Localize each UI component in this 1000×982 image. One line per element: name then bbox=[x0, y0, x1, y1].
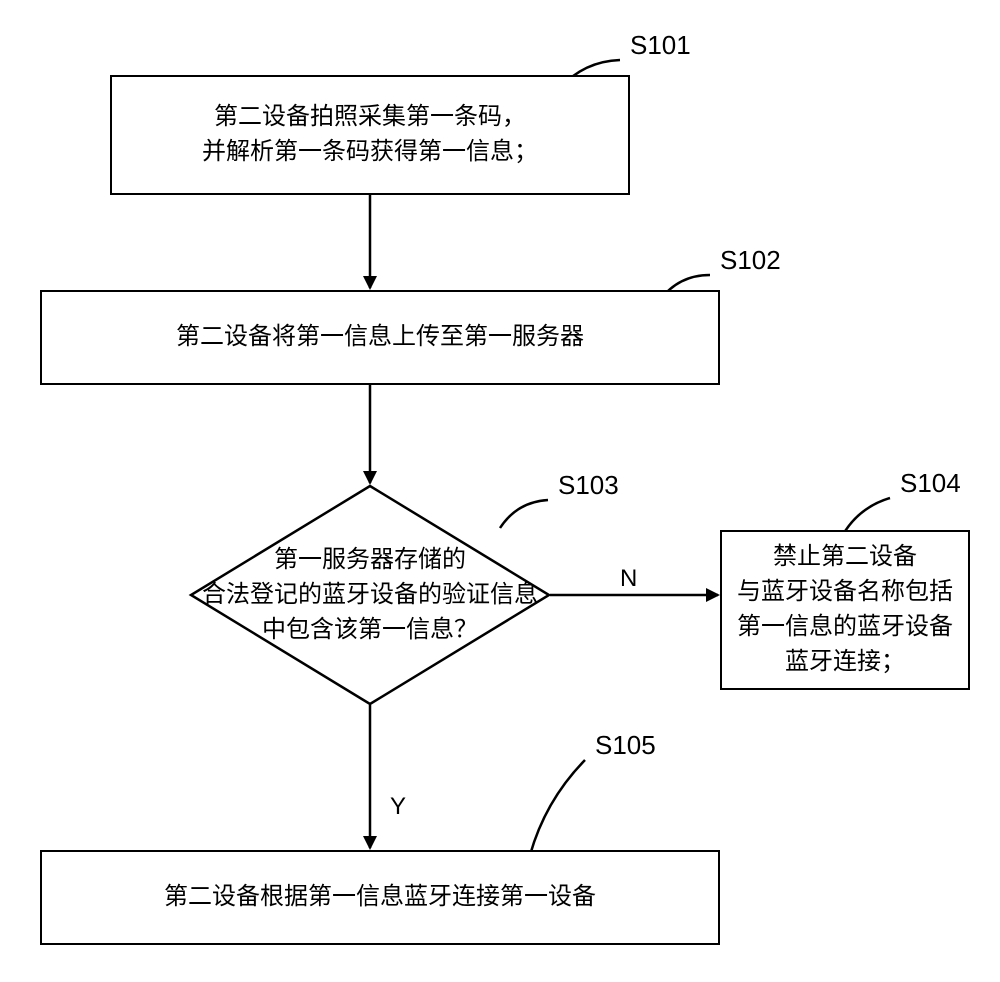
node-text: 禁止第二设备 与蓝牙设备名称包括 第一信息的蓝牙设备 蓝牙连接； bbox=[737, 540, 953, 679]
flowchart-canvas: 第二设备拍照采集第一条码， 并解析第一条码获得第一信息； S101 第二设备将第一信… bbox=[0, 0, 1000, 982]
edge-label: N bbox=[620, 565, 637, 593]
step-label-s103: S103 bbox=[558, 470, 619, 501]
node-text: 第一服务器存储的 合法登记的蓝牙设备的验证信息 中包含该第一信息？ bbox=[199, 543, 541, 647]
node-s103: 第一服务器存储的 合法登记的蓝牙设备的验证信息 中包含该第一信息？ bbox=[190, 485, 550, 705]
edge-label: Y bbox=[390, 793, 406, 821]
node-text: 第二设备根据第一信息蓝牙连接第一设备 bbox=[164, 880, 596, 915]
step-label-s104: S104 bbox=[900, 468, 961, 499]
node-s105: 第二设备根据第一信息蓝牙连接第一设备 bbox=[40, 850, 720, 945]
step-label-s101: S101 bbox=[630, 30, 691, 61]
node-s102: 第二设备将第一信息上传至第一服务器 bbox=[40, 290, 720, 385]
node-s101: 第二设备拍照采集第一条码， 并解析第一条码获得第一信息； bbox=[110, 75, 630, 195]
node-text: 第二设备将第一信息上传至第一服务器 bbox=[176, 320, 584, 355]
node-s104: 禁止第二设备 与蓝牙设备名称包括 第一信息的蓝牙设备 蓝牙连接； bbox=[720, 530, 970, 690]
step-label-s102: S102 bbox=[720, 245, 781, 276]
step-label-s105: S105 bbox=[595, 730, 656, 761]
node-text: 第二设备拍照采集第一条码， 并解析第一条码获得第一信息； bbox=[202, 100, 538, 170]
